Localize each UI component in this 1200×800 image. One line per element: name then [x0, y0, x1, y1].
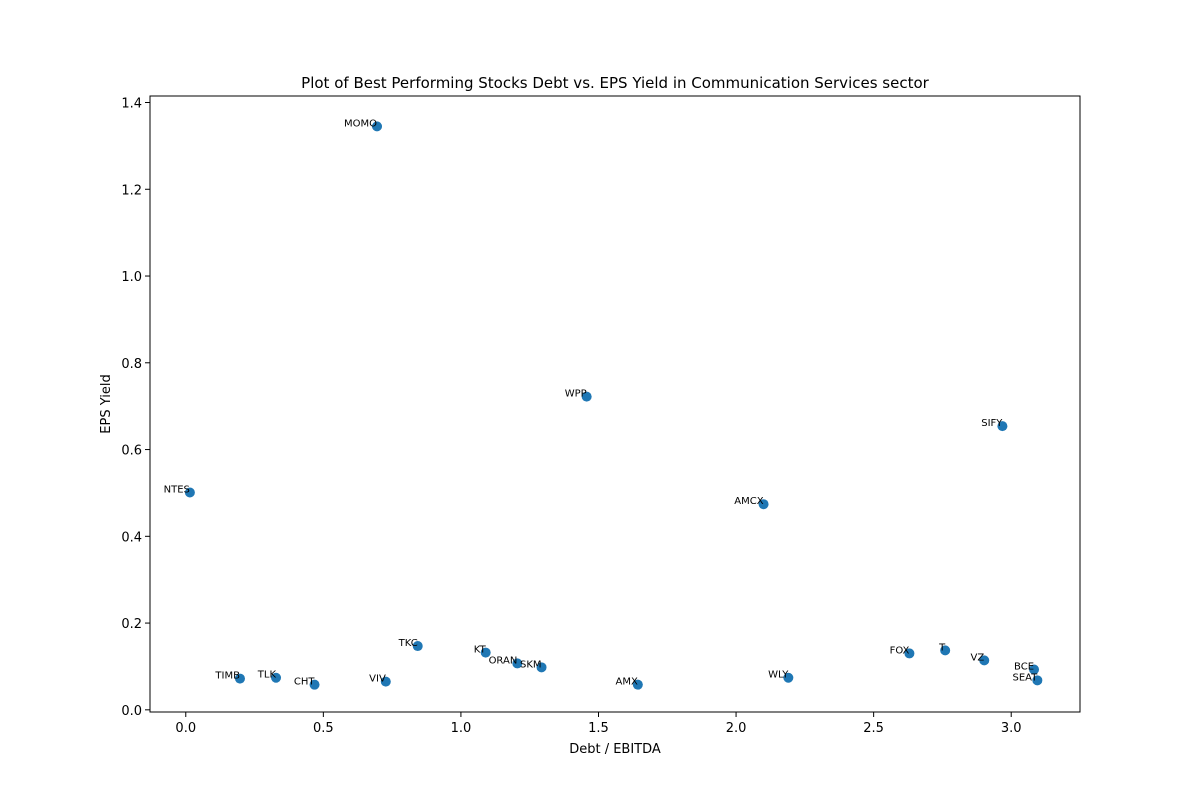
data-point-label: SIFY [981, 418, 1003, 429]
y-tick-label: 0.6 [121, 444, 142, 459]
data-point [979, 655, 990, 666]
data-point [512, 658, 523, 669]
data-point-label: VZ [971, 652, 985, 663]
data-point-label: TLK [257, 670, 277, 681]
y-tick-label: 0.2 [121, 617, 142, 632]
data-point-label: ORAN [489, 655, 518, 666]
x-tick-label: 0.5 [313, 721, 334, 736]
data-point-label: NTES [164, 484, 190, 495]
y-tick-label: 1.4 [121, 97, 142, 112]
data-point [380, 676, 391, 687]
y-tick-label: 0.4 [121, 530, 142, 545]
data-point-label: WPP [565, 389, 587, 400]
data-point-label: AMCX [734, 496, 763, 507]
data-point-label: WLY [768, 670, 789, 681]
data-point-label: TIMB [214, 671, 240, 682]
x-tick-label: 0.0 [175, 721, 196, 736]
data-point [309, 679, 320, 690]
y-tick-label: 0.8 [121, 357, 142, 372]
x-tick-label: 3.0 [1001, 721, 1022, 736]
data-point [581, 391, 592, 402]
data-point [940, 645, 951, 656]
data-point [1029, 664, 1040, 675]
data-point [904, 648, 915, 659]
chart-title: Plot of Best Performing Stocks Debt vs. … [301, 74, 929, 92]
x-tick-label: 2.0 [726, 721, 747, 736]
data-point [783, 672, 794, 683]
data-point [758, 499, 769, 510]
data-point [234, 673, 245, 684]
data-point-label: KT [474, 645, 487, 656]
y-tick-label: 1.0 [121, 270, 142, 285]
x-tick-label: 2.5 [863, 721, 884, 736]
data-point-label: MOMO [344, 118, 377, 129]
y-tick-label: 1.2 [121, 183, 142, 198]
data-point [997, 421, 1008, 432]
y-tick-label: 0.0 [121, 704, 142, 719]
data-point [1032, 675, 1043, 686]
data-point [371, 121, 382, 132]
data-point [412, 641, 423, 652]
data-point [271, 672, 282, 683]
x-tick-label: 1.0 [451, 721, 472, 736]
data-point-label: SEAT [1013, 672, 1039, 683]
data-point [632, 679, 643, 690]
x-tick-label: 1.5 [588, 721, 609, 736]
data-point [184, 487, 195, 498]
data-point [536, 662, 547, 673]
y-axis-label: EPS Yield [99, 374, 114, 433]
data-point-label: BCE [1014, 661, 1034, 672]
data-point [480, 647, 491, 658]
data-point-label: AMX [616, 677, 638, 688]
data-point-label: CHT [294, 677, 316, 688]
data-point-label: TKC [398, 638, 418, 649]
data-point-label: SKM [520, 659, 542, 670]
plot-frame [149, 95, 1081, 713]
axis-ticks: 0.0 0.5 1.0 1.5 2.0 2.5 3.0 0.0 0.2 0.4 0.6 0.8 1.0 1… [121, 97, 1021, 736]
data-point-label: T [938, 642, 946, 653]
x-axis-label: Debt / EBITDA [569, 742, 661, 757]
data-point-label: VIV [369, 674, 386, 685]
data-point-label: FOX [890, 645, 910, 656]
